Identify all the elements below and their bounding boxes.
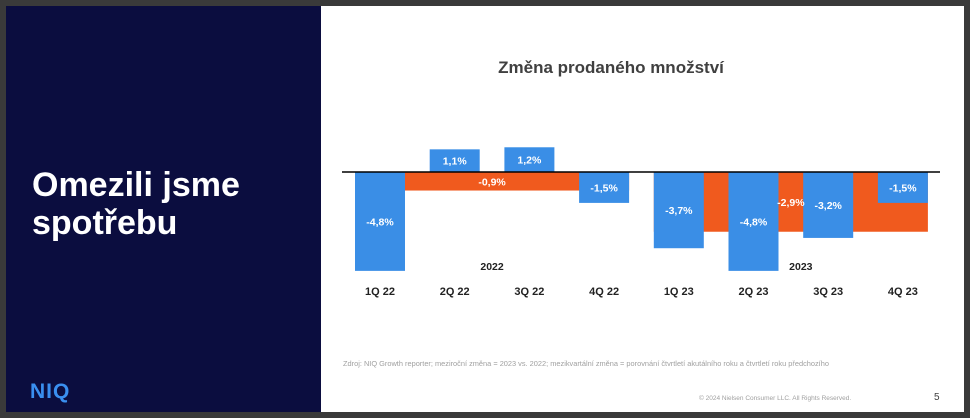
source-note: Zdroj: NIQ Growth reporter; meziroční zm…	[343, 359, 829, 368]
quarter-bar-6	[803, 172, 854, 238]
category-label-6: 3Q 23	[813, 286, 843, 298]
yearly-bar-2022	[355, 172, 630, 191]
slide-title-line-1: Omezili jsme	[32, 166, 240, 204]
quarter-value-label-4: -3,7%	[665, 205, 693, 217]
quarter-bar-7	[877, 172, 928, 203]
category-label-4: 1Q 23	[664, 286, 694, 298]
quarter-bar-2	[504, 147, 555, 172]
quarter-value-label-5: -4,8%	[740, 216, 768, 228]
quarter-bar-1	[429, 149, 480, 172]
category-label-5: 2Q 23	[739, 286, 769, 298]
quarter-value-label-3: -1,5%	[590, 182, 618, 194]
category-label-3: 4Q 22	[589, 286, 619, 298]
category-label-7: 4Q 23	[888, 286, 918, 298]
chart-title: Změna prodaného množství	[498, 58, 724, 77]
quarter-value-label-2: 1,2%	[517, 155, 542, 167]
quarter-bar-3	[579, 172, 630, 203]
quarter-bar-0	[355, 172, 405, 271]
yearly-value-label-2022: -0,9%	[478, 176, 506, 188]
category-label-2: 3Q 22	[514, 286, 544, 298]
slide-title-line-2: spotřebu	[32, 204, 178, 242]
quarter-bar-5	[728, 172, 779, 271]
quarter-value-label-6: -3,2%	[814, 200, 842, 212]
quarter-value-label-1: 1,1%	[443, 156, 468, 168]
copyright-note: © 2024 Nielsen Consumer LLC. All Rights …	[699, 395, 852, 402]
quarter-value-label-7: -1,5%	[889, 182, 917, 194]
yearly-value-label-2023: -2,9%	[777, 197, 805, 209]
category-label-0: 1Q 22	[365, 286, 395, 298]
page-number: 5	[934, 392, 940, 403]
category-label-1: 2Q 22	[440, 286, 470, 298]
quarter-value-label-0: -4,8%	[366, 216, 394, 228]
year-label-2022: 2022	[480, 261, 504, 273]
year-label-2023: 2023	[789, 261, 813, 273]
title-panel: Omezili jsme spotřebu NIQ	[6, 6, 321, 412]
niq-logo: NIQ	[30, 380, 71, 403]
quarter-bar-4	[653, 172, 704, 249]
slide-title: Omezili jsme spotřebu	[32, 166, 312, 242]
